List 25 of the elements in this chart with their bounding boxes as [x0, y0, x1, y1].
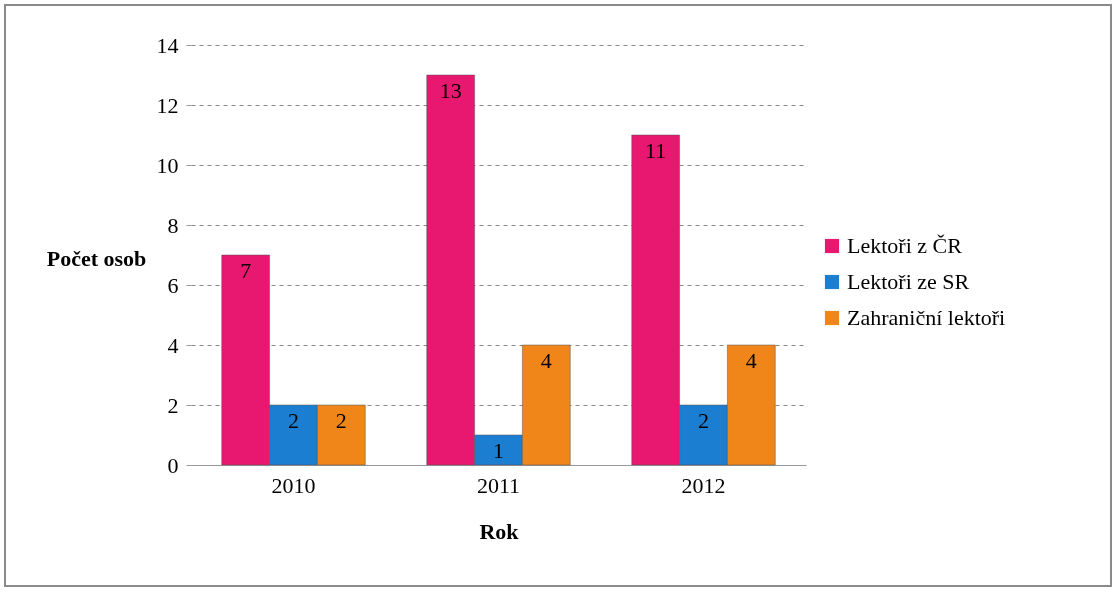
y-axis-title: Počet osob: [46, 245, 147, 271]
y-tick-label: 2: [167, 392, 179, 418]
data-label: 11: [645, 138, 667, 163]
y-tick-label: 10: [156, 152, 179, 178]
x-tick-label: 2012: [681, 472, 726, 498]
y-tick-label: 8: [167, 212, 179, 238]
legend-label: Lektoři z ČR: [847, 233, 963, 258]
data-label: 2: [288, 408, 299, 433]
data-label: 4: [745, 348, 757, 373]
y-tick-label: 12: [156, 92, 179, 118]
y-tick-label: 4: [167, 332, 179, 358]
data-label: 2: [698, 408, 709, 433]
y-tick-label: 6: [167, 272, 179, 298]
legend-label: Zahraniční lektoři: [847, 305, 1006, 330]
data-label: 13: [439, 78, 462, 103]
data-label: 2: [335, 408, 347, 433]
y-tick-label: 0: [167, 452, 179, 478]
y-tick-label: 14: [156, 32, 179, 58]
data-label: 7: [240, 258, 252, 283]
data-label: 1: [493, 438, 504, 463]
data-label: 4: [540, 348, 552, 373]
x-tick-label: 2011: [476, 472, 521, 498]
x-tick-label: 2010: [271, 472, 316, 498]
x-axis-title: Rok: [479, 518, 520, 544]
legend-label: Lektoři ze SR: [847, 269, 970, 294]
